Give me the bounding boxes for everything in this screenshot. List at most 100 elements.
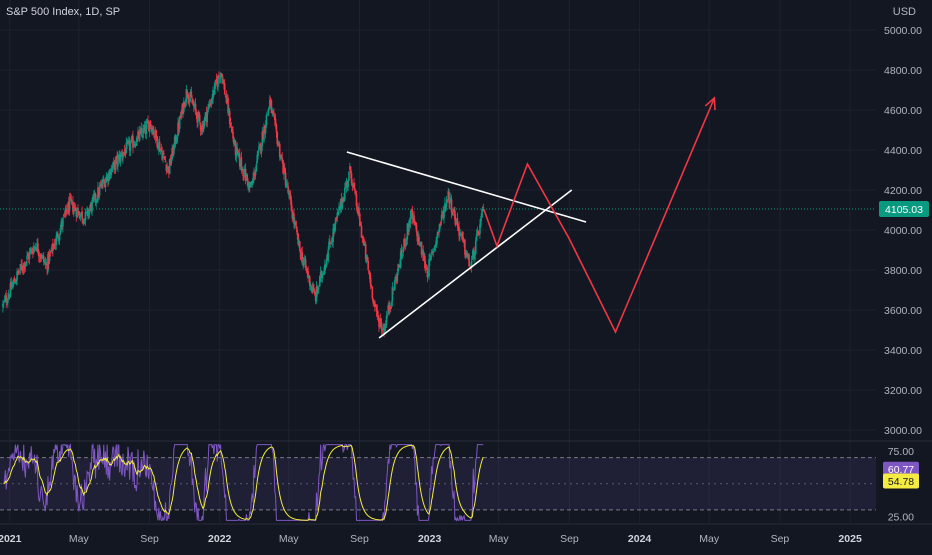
projection-arrowhead	[704, 96, 716, 111]
candle-body	[443, 209, 445, 218]
candle-body	[237, 149, 239, 155]
candle-body	[79, 213, 82, 217]
rsi-panel[interactable]	[0, 440, 932, 522]
candle-body	[425, 268, 428, 270]
candle-body	[160, 148, 163, 152]
candle-body	[57, 238, 60, 240]
price-tick-label: 3000.00	[884, 425, 922, 437]
candle-body	[55, 236, 58, 245]
time-label: May	[699, 533, 720, 545]
candle-body	[286, 184, 289, 186]
candle-body	[268, 107, 270, 111]
candle-body	[96, 199, 98, 202]
candle-body	[141, 135, 143, 138]
candle-body	[198, 113, 200, 115]
candle-body	[97, 187, 99, 201]
candle-body	[101, 185, 103, 187]
candle-body	[293, 221, 296, 225]
candle-body	[173, 144, 175, 154]
candle-body	[394, 276, 397, 280]
candle-body	[271, 110, 274, 112]
candle-body	[318, 285, 320, 287]
candle-body	[139, 129, 142, 131]
candle-body	[144, 126, 147, 134]
candle-body	[104, 180, 107, 188]
candle-body	[268, 100, 271, 109]
candle-body	[429, 258, 431, 262]
price-tick-label: 4600.00	[884, 105, 922, 117]
candle-body	[359, 213, 361, 227]
candle-body	[183, 101, 185, 112]
candle-body	[404, 242, 407, 246]
candle-body	[444, 205, 447, 209]
candle-body	[266, 114, 269, 116]
candle-body	[20, 264, 23, 267]
candle-body	[369, 278, 372, 287]
candle-body	[138, 131, 140, 140]
candle-body	[440, 214, 443, 222]
candle-body	[333, 227, 335, 231]
candle-body	[219, 72, 222, 78]
candle-body	[306, 269, 309, 273]
candle-body	[71, 200, 73, 202]
candle-body	[401, 254, 404, 257]
candle-body	[258, 144, 261, 148]
candle-body	[289, 194, 292, 201]
price-axis[interactable]: 5000.00 4800.00 4600.00 4400.00 4200.00 4000.…	[879, 25, 929, 523]
candle-body	[434, 243, 437, 246]
candle-body	[450, 199, 453, 213]
candle-body	[292, 215, 294, 218]
candle-body	[345, 180, 348, 188]
drawings[interactable]	[0, 96, 876, 339]
candle-body	[267, 110, 269, 116]
candle-body	[389, 307, 391, 309]
candle-body	[328, 242, 330, 250]
candle-body	[407, 224, 410, 232]
candle-body	[127, 141, 129, 143]
candle-body	[196, 114, 199, 123]
candle-body	[40, 257, 43, 259]
candle-body	[162, 154, 164, 159]
candle-body	[175, 140, 178, 144]
candle-body	[399, 265, 401, 267]
candle-body	[433, 248, 435, 252]
rsi-value-label: 60.77	[888, 464, 914, 476]
candle-body	[31, 249, 33, 253]
candle-body	[342, 198, 344, 203]
candle-body	[91, 200, 93, 212]
candle-body	[59, 228, 62, 235]
candle-body	[324, 264, 327, 266]
candle-body	[207, 106, 209, 112]
candle-body	[239, 159, 242, 168]
candle-body	[27, 255, 30, 260]
candle-body	[229, 122, 232, 127]
candle-body	[136, 135, 138, 143]
candle-body	[245, 175, 248, 182]
candle-body	[215, 78, 218, 82]
candle-body	[234, 140, 237, 156]
candle-body	[177, 122, 179, 136]
candle-body	[89, 204, 92, 208]
candle-body	[475, 234, 478, 241]
price-tick-label: 4200.00	[884, 185, 922, 197]
candle-body	[10, 281, 13, 290]
candle-body	[370, 286, 373, 288]
candle-body	[7, 298, 9, 304]
candle-body	[249, 185, 252, 188]
candle-body	[95, 199, 98, 203]
candle-body	[454, 210, 456, 221]
candle-body	[179, 115, 182, 119]
candle-body	[122, 155, 124, 159]
symbol-title[interactable]: S&P 500 Index, 1D, SP	[6, 6, 121, 18]
candle-body	[312, 287, 314, 293]
candle-body	[128, 141, 131, 151]
candle-body	[75, 209, 78, 217]
time-axis[interactable]: 2021 May Sep 2022 May Sep 2023 May Sep 2024 May Sep…	[0, 523, 932, 545]
price-tick-label: 3400.00	[884, 345, 922, 357]
candle-body	[419, 244, 421, 246]
candle-body	[388, 305, 390, 311]
candle-body	[2, 303, 4, 307]
